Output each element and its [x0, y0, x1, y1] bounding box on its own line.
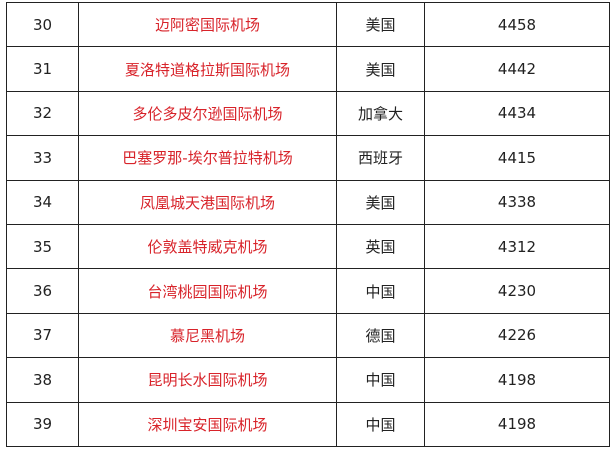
rank-cell: 34	[6, 179, 79, 225]
table-row: 36 台湾桃园国际机场 中国 4230	[6, 268, 610, 314]
airport-name-cell: 慕尼黑机场	[78, 312, 337, 359]
airport-name-cell: 深圳宝安国际机场	[78, 401, 337, 447]
value-cell: 4312	[424, 223, 610, 270]
country-cell: 西班牙	[336, 135, 425, 181]
country-cell: 美国	[336, 179, 425, 225]
country-cell: 中国	[336, 357, 425, 403]
airport-name-cell: 伦敦盖特威克机场	[78, 223, 337, 270]
rank-cell: 36	[6, 268, 79, 314]
table-row: 37 慕尼黑机场 德国 4226	[6, 312, 610, 359]
airport-name-cell: 巴塞罗那-埃尔普拉特机场	[78, 135, 337, 181]
country-cell: 德国	[336, 312, 425, 359]
country-cell: 中国	[336, 401, 425, 447]
table-row: 39 深圳宝安国际机场 中国 4198	[6, 401, 610, 447]
value-cell: 4230	[424, 268, 610, 314]
table-row: 32 多伦多皮尔逊国际机场 加拿大 4434	[6, 90, 610, 137]
value-cell: 4442	[424, 46, 610, 92]
airport-ranking-table: 30 迈阿密国际机场 美国 4458 31 夏洛特道格拉斯国际机场 美国 4442 32 多伦多皮…	[6, 1, 610, 447]
value-cell: 4458	[424, 1, 610, 48]
airport-name-cell: 多伦多皮尔逊国际机场	[78, 90, 337, 137]
country-cell: 美国	[336, 46, 425, 92]
airport-name-cell: 台湾桃园国际机场	[78, 268, 337, 314]
country-cell: 英国	[336, 223, 425, 270]
table-row: 31 夏洛特道格拉斯国际机场 美国 4442	[6, 46, 610, 92]
value-cell: 4338	[424, 179, 610, 225]
rank-cell: 35	[6, 223, 79, 270]
country-cell: 加拿大	[336, 90, 425, 137]
rank-cell: 38	[6, 357, 79, 403]
table-row: 38 昆明长水国际机场 中国 4198	[6, 357, 610, 403]
airport-name-cell: 凤凰城天港国际机场	[78, 179, 337, 225]
country-cell: 中国	[336, 268, 425, 314]
table-row: 30 迈阿密国际机场 美国 4458	[6, 1, 610, 48]
rank-cell: 31	[6, 46, 79, 92]
value-cell: 4198	[424, 401, 610, 447]
airport-name-cell: 夏洛特道格拉斯国际机场	[78, 46, 337, 92]
value-cell: 4434	[424, 90, 610, 137]
table-row: 35 伦敦盖特威克机场 英国 4312	[6, 223, 610, 270]
rank-cell: 39	[6, 401, 79, 447]
table-row: 33 巴塞罗那-埃尔普拉特机场 西班牙 4415	[6, 135, 610, 181]
rank-cell: 30	[6, 1, 79, 48]
value-cell: 4226	[424, 312, 610, 359]
value-cell: 4415	[424, 135, 610, 181]
country-cell: 美国	[336, 1, 425, 48]
rank-cell: 32	[6, 90, 79, 137]
rank-cell: 33	[6, 135, 79, 181]
airport-name-cell: 迈阿密国际机场	[78, 1, 337, 48]
airport-name-cell: 昆明长水国际机场	[78, 357, 337, 403]
rank-cell: 37	[6, 312, 79, 359]
table-row: 34 凤凰城天港国际机场 美国 4338	[6, 179, 610, 225]
value-cell: 4198	[424, 357, 610, 403]
